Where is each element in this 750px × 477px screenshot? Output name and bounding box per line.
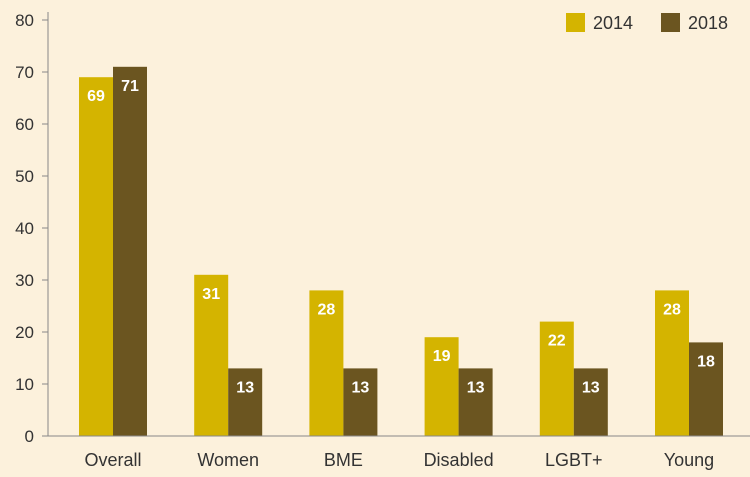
bar-2014: [655, 290, 689, 436]
x-tick-label: BME: [324, 450, 363, 470]
bar-2014: [79, 77, 113, 436]
bar-group-lgbt-: 22 13: [539, 321, 608, 436]
data-label: 31: [202, 286, 220, 303]
x-tick-label: LGBT+: [545, 450, 603, 470]
bar-group-overall: 69 71: [79, 66, 147, 437]
bar-group-young: 28 18: [655, 290, 723, 436]
bar-2018: [113, 66, 147, 437]
bar-2018: [228, 368, 263, 436]
data-label: 13: [236, 379, 254, 396]
data-label: 19: [433, 348, 451, 365]
x-tick-label: Disabled: [424, 450, 494, 470]
bar-2018: [458, 368, 493, 436]
y-tick-label: 50: [15, 167, 34, 186]
legend: 2014 2018: [566, 13, 728, 33]
data-label: 28: [663, 301, 681, 318]
bar-2018: [343, 368, 378, 436]
data-label: 69: [87, 88, 105, 105]
bar-2014: [424, 337, 459, 436]
legend-label: 2018: [688, 13, 728, 33]
x-axis: Overall Women BME Disabled LGBT+ Young: [48, 435, 750, 470]
data-label: 22: [548, 333, 566, 350]
y-tick-label: 20: [15, 323, 34, 342]
y-tick-label: 60: [15, 115, 34, 134]
bar-group-bme: 28 13: [309, 290, 378, 436]
x-tick-label: Women: [197, 450, 259, 470]
bar-2014: [309, 290, 344, 436]
data-label: 71: [121, 78, 139, 95]
y-tick-label: 70: [15, 63, 34, 82]
y-tick-label: 40: [15, 219, 34, 238]
y-tick-label: 30: [15, 271, 34, 290]
bar-2018: [573, 368, 608, 436]
bar-group-women: 31 13: [194, 274, 263, 436]
data-label: 13: [352, 379, 370, 396]
y-tick-label: 10: [15, 375, 34, 394]
data-label: 13: [467, 379, 485, 396]
bar-2018: [689, 342, 723, 436]
data-label: 28: [318, 301, 336, 318]
y-tick-label: 0: [25, 427, 34, 446]
y-tick-label: 80: [15, 11, 34, 30]
data-label: 13: [582, 379, 600, 396]
bar-2014: [539, 321, 574, 436]
legend-swatch-2018: [661, 13, 680, 32]
legend-swatch-2014: [566, 13, 585, 32]
x-tick-label: Overall: [84, 450, 141, 470]
bar-2014: [194, 274, 229, 436]
x-tick-label: Young: [664, 450, 714, 470]
y-axis: 0 10 20 30 40 50 60 70 80: [15, 11, 49, 446]
legend-label: 2014: [593, 13, 633, 33]
data-label: 18: [697, 353, 715, 370]
